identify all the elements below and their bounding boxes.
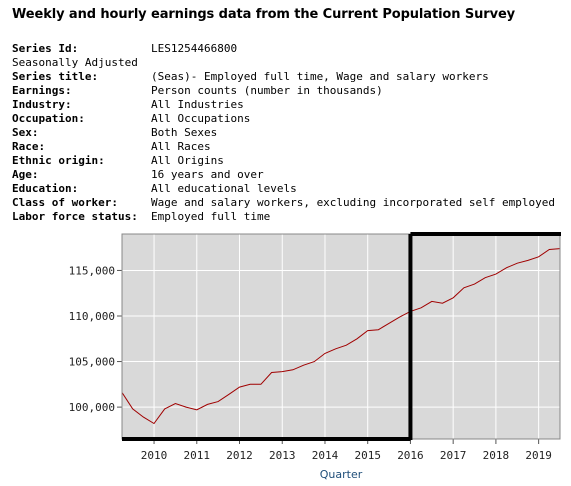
metadata-label: Ethnic origin: — [12, 154, 105, 167]
x-tick-label: 2010 — [141, 449, 168, 462]
metadata-value: All Industries — [151, 98, 244, 111]
series-line — [121, 248, 561, 425]
metadata-label: Sex: — [12, 126, 39, 139]
metadata-value: All Origins — [151, 154, 224, 167]
y-tick-label: 105,000 — [69, 356, 115, 369]
metadata-label: Occupation: — [12, 112, 85, 125]
x-tick-label: 2014 — [312, 449, 339, 462]
metadata-value: 16 years and over — [151, 168, 264, 181]
x-tick-label: 2017 — [440, 449, 467, 462]
page-title: Weekly and hourly earnings data from the… — [12, 7, 516, 22]
metadata-label: Series Id: — [12, 42, 79, 55]
metadata-value: All Races — [151, 140, 211, 153]
x-tick-label: 2013 — [269, 449, 296, 462]
x-tick-label: 2015 — [354, 449, 381, 462]
metadata-value: Wage and salary workers, excluding incor… — [151, 196, 555, 209]
metadata-value: All educational levels — [151, 182, 297, 195]
metadata-label: Earnings: — [12, 84, 72, 97]
metadata-label: Seasonally Adjusted — [12, 56, 138, 69]
y-tick-label: 100,000 — [69, 401, 115, 414]
metadata-label: Race: — [12, 140, 46, 153]
x-axis-label: Quarter — [320, 468, 363, 481]
metadata-label: Age: — [12, 168, 39, 181]
metadata-value: Both Sexes — [151, 126, 218, 139]
x-tick-label: 2018 — [483, 449, 510, 462]
metadata-label: Education: — [12, 182, 79, 195]
y-tick-label: 115,000 — [69, 264, 115, 277]
x-tick-label: 2011 — [184, 449, 211, 462]
y-tick-label: 110,000 — [69, 310, 115, 323]
metadata-value: Person counts (number in thousands) — [151, 84, 383, 97]
metadata-value: (Seas)- Employed full time, Wage and sal… — [151, 70, 489, 83]
metadata-label: Series title: — [12, 70, 99, 83]
x-tick-label: 2012 — [226, 449, 253, 462]
metadata-label: Class of worker: — [12, 196, 118, 209]
plot-area — [122, 234, 560, 439]
x-tick-label: 2016 — [397, 449, 424, 462]
metadata-label: Labor force status: — [12, 210, 138, 223]
metadata-value: LES1254466800 — [151, 42, 238, 55]
metadata-value: Employed full time — [151, 210, 271, 223]
metadata-label: Industry: — [12, 98, 72, 111]
metadata-value: All Occupations — [151, 112, 251, 125]
x-tick-label: 2019 — [525, 449, 552, 462]
